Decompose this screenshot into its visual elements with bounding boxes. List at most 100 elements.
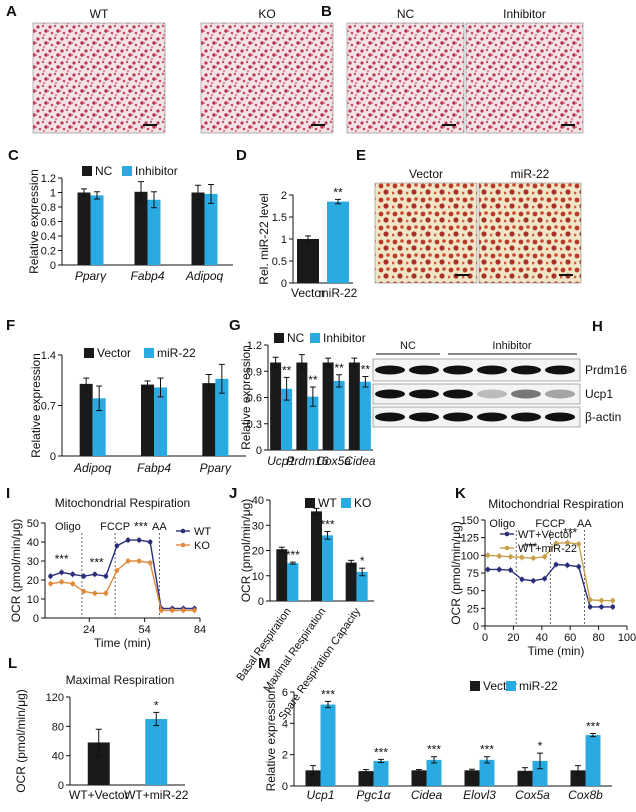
injection-label: FCCP [100,521,130,533]
chart-title: Mitochondrial Respiration [488,497,623,511]
legend-marker [504,531,510,537]
bar [322,362,334,450]
injection-label: FCCP [535,518,565,530]
significance-label: *** [427,743,441,757]
y-tick-label: 0 [281,278,287,290]
legend-swatch [470,681,480,691]
bar [345,562,357,601]
x-category-label: WT+Vector [69,788,129,802]
image-label: miR-22 [511,167,550,181]
significance-label: *** [134,520,148,534]
x-category-label: Fabp4 [130,269,164,283]
y-tick-label: 125 [461,533,479,545]
panel-a: A WT KO [6,3,334,134]
x-category-label: Adipoq [73,461,112,475]
bar [311,511,322,601]
x-tick-label: 100 [618,632,636,644]
significance-label: ** [308,373,318,387]
legend-marker [180,542,186,548]
x-tick-label: 0 [482,632,488,644]
y-tick-label: 25 [467,603,479,615]
bar [322,535,333,601]
significance-label: * [154,698,159,712]
chart-title: Mitochondrial Respiration [55,496,190,510]
bar [307,396,319,450]
bar [145,719,168,785]
chart-k: K Mitochondrial Respiration 0 25 50 75 100 125 1… [449,485,636,658]
significance-label: * [538,739,543,753]
image-label: Inhibitor [503,7,546,21]
blot-band [409,389,439,399]
bar [327,201,349,283]
significance-label: *** [374,745,388,759]
x-category-label: Cidea [344,454,376,468]
y-tick-label: 20 [252,546,264,558]
x-tick-label: 24 [83,624,95,636]
legend-label: Inhibitor [323,331,366,345]
x-category-label: Cox8b [568,788,603,802]
legend-swatch [82,166,92,176]
y-axis-label: Rel. miR-22 level [257,193,271,284]
image-label: KO [258,7,275,21]
y-tick-label: 0.6 [41,217,56,229]
y-tick-label: 4 [282,718,288,730]
blot-strip [372,383,581,405]
y-tick-label: 10 [27,594,39,606]
bar [464,770,480,786]
blot-group-label: Inhibitor [492,340,531,352]
bar [92,398,106,456]
significance-label: ** [334,361,344,375]
panel-letter: C [8,147,19,164]
bar [87,742,110,785]
significance-label: * [360,554,365,568]
bar [411,770,427,786]
legend-label: WT+Vector [518,529,573,541]
y-tick-label: 50 [467,586,479,598]
bar [297,239,319,283]
blot-band [375,412,405,422]
y-tick-label: 0.8 [41,202,56,214]
micrograph-image [200,22,334,134]
chart-i: I Mitochondrial Respiration 0 10 20 30 40 50 24 5… [6,485,211,650]
panel-letter: D [236,147,247,164]
legend-label: miR-22 [519,679,558,693]
bar [141,384,154,456]
y-tick-label: 1.4 [41,350,56,362]
blot-row-label: β-actin [585,410,621,424]
y-tick-label: 0 [473,621,479,633]
bar [276,549,288,601]
y-tick-label: 0.7 [41,401,56,413]
x-category-label: Fabp4 [137,461,171,475]
significance-label: *** [586,720,600,734]
bar [215,378,229,456]
y-tick-label: 0 [256,445,262,457]
bar [305,770,321,786]
y-tick-label: 100 [461,550,479,562]
y-axis-label: Relative expression [239,345,253,450]
panel-b: B NC Inhibitor [321,3,584,134]
bar [426,759,442,786]
y-axis-label: Relative expression [264,687,278,792]
panel-letter: K [455,485,466,502]
x-category-label: Maximal Respiration [261,606,328,695]
x-category-label: Elovl3 [463,788,496,802]
y-tick-label: 0.3 [247,419,262,431]
blot-band [477,365,507,375]
y-tick-label: 1.2 [247,340,262,352]
blot-band [375,365,405,375]
x-category-label: Pparγ [75,269,107,283]
micrograph-image [32,22,166,134]
image-label: WT [90,7,109,21]
panel-letter: J [229,485,237,502]
blot-band [477,412,507,422]
blot-band [511,389,541,399]
legend-label: KO [194,540,210,552]
legend-marker [504,545,510,551]
blot-band [545,412,575,422]
y-axis-label: OCR (pmol/min/μg) [9,519,23,623]
bar [570,770,586,786]
x-tick-label: 40 [536,632,548,644]
panel-letter: F [6,317,15,334]
